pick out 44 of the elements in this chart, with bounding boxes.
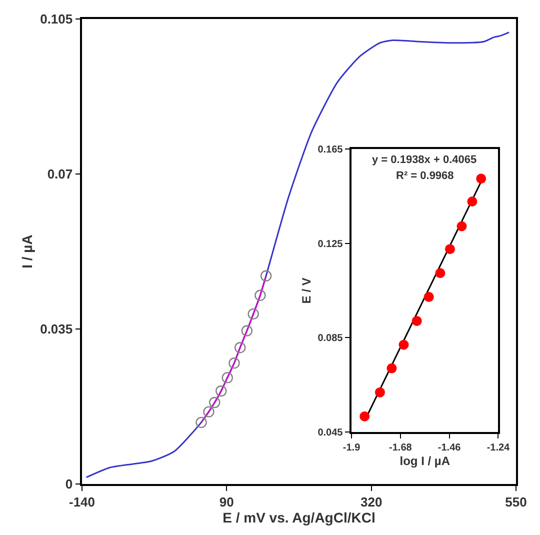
x-tick-label: 550 [505, 494, 527, 510]
annotation: y = 0.1938x + 0.4065 [372, 154, 477, 166]
annotation: R² = 0.9968 [396, 170, 454, 182]
y-tick-label: 0.085 [318, 333, 344, 344]
point [386, 363, 397, 374]
point [248, 308, 259, 320]
point [254, 290, 266, 301]
point [412, 316, 422, 326]
y-tick-label: 0.035 [40, 322, 73, 337]
y-axis-title: I / µA [19, 234, 36, 268]
x-tick-label: -140 [68, 494, 96, 510]
point [456, 221, 467, 232]
y-tick-label: 0.125 [318, 238, 344, 250]
y-axis-title: E / V [300, 278, 314, 304]
point [196, 416, 207, 428]
point [260, 270, 272, 282]
point [234, 342, 246, 354]
x-tick-label: 320 [360, 494, 382, 510]
x-tick-label: 90 [219, 494, 234, 510]
y-tick-label: 0.07 [47, 166, 73, 182]
x-tick-label: -1.46 [438, 442, 462, 454]
point [398, 340, 409, 350]
point [435, 268, 446, 278]
x-tick-label: -1.68 [389, 442, 412, 454]
x-axis-title: log I / µA [400, 454, 450, 468]
x-axis-title: E / mV vs. Ag/AgCl/KCl [222, 509, 376, 526]
point [216, 385, 227, 397]
point [476, 174, 486, 184]
y-tick-label: 0 [65, 476, 73, 492]
x-tick-label: -1.24 [486, 442, 510, 454]
point [360, 411, 370, 422]
point [209, 396, 220, 408]
point [222, 372, 233, 384]
y-tick-label: 0.165 [318, 144, 344, 156]
y-tick-label: 0.045 [318, 427, 344, 438]
x-tick-label: -1.9 [342, 442, 361, 454]
point [444, 244, 455, 254]
point [424, 292, 434, 302]
point [203, 406, 214, 418]
point [374, 387, 385, 398]
point [228, 358, 240, 369]
point [467, 196, 478, 206]
y-tick-label: 0.105 [40, 12, 73, 27]
point [241, 325, 253, 336]
